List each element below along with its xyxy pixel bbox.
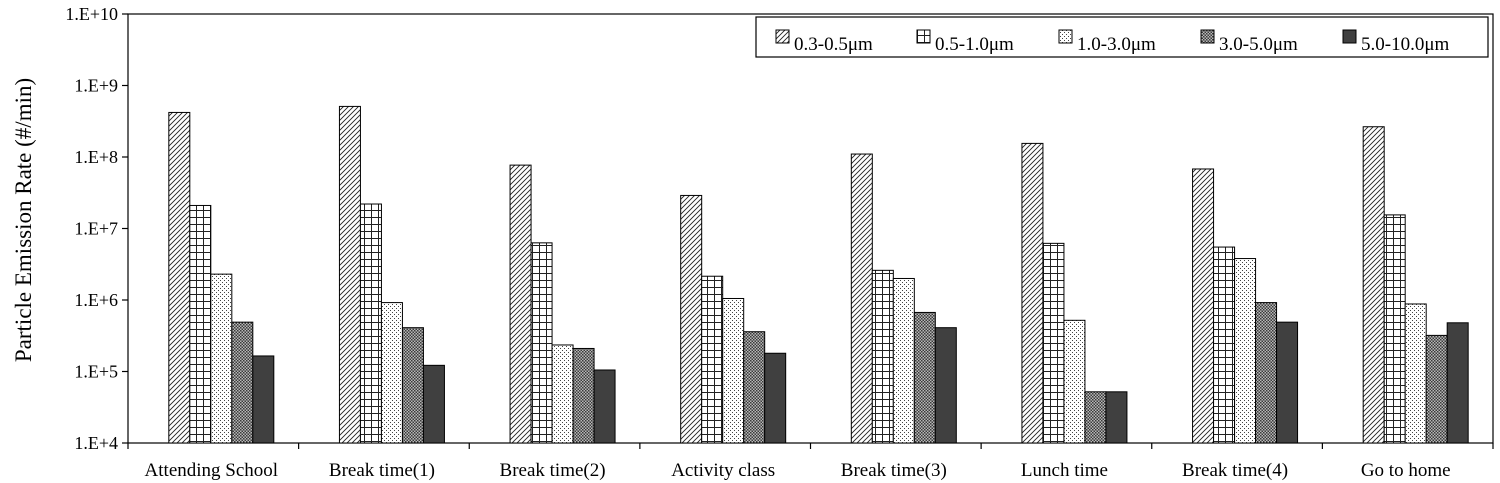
y-tick-label: 1.E+10: [65, 4, 118, 24]
bar: [1383, 214, 1406, 444]
category-label: Activity class: [671, 460, 775, 481]
y-tick-label: 1.E+9: [74, 76, 118, 96]
y-tick-label: 1.E+8: [74, 147, 118, 167]
bar: [380, 302, 403, 444]
bar: [764, 352, 787, 444]
bar: [1404, 303, 1427, 444]
bar: [850, 153, 873, 444]
x-axis-categories: Attending School Break time(1) Break time(…: [127, 443, 1494, 481]
legend-swatch: [1058, 29, 1073, 44]
legend: 0.3-0.5μm 0.5-1.0μm 1.0-3.0μm 3.0-5.0μm 5.0-…: [755, 16, 1489, 58]
legend-swatch: [1200, 29, 1215, 44]
bar: [1063, 319, 1086, 444]
bar: [934, 327, 957, 444]
bar: [252, 355, 275, 444]
legend-swatch: [916, 29, 931, 44]
y-axis-ticks: 1.E+4 1.E+5 1.E+6 1.E+7 1.E+8 1.E+9 1.E+10: [65, 4, 128, 453]
bar: [722, 297, 745, 444]
bar: [593, 369, 616, 444]
bar: [1446, 322, 1469, 444]
legend-entry: 1.0-3.0μm: [1077, 34, 1156, 55]
bar: [572, 347, 595, 444]
bar: [168, 111, 191, 444]
legend-entry: 0.3-0.5μm: [794, 34, 873, 55]
category-label: Break time(4): [1182, 460, 1288, 481]
y-tick-label: 1.E+4: [74, 433, 118, 453]
y-tick-label: 1.E+6: [74, 290, 118, 310]
bar: [422, 364, 445, 444]
bar: [509, 164, 532, 444]
category-label: Lunch time: [1021, 460, 1108, 481]
bar: [1105, 391, 1128, 444]
bar: [1021, 142, 1044, 444]
bar: [701, 275, 724, 444]
legend-swatch: [775, 29, 790, 44]
y-axis-label: Particle Emission Rate (#/min): [11, 78, 36, 362]
category-label: Attending School: [145, 460, 279, 481]
legend-entry: 0.5-1.0μm: [935, 34, 1014, 55]
y-tick-label: 1.E+5: [74, 362, 118, 382]
bar: [680, 194, 703, 444]
bar: [1362, 126, 1385, 444]
bar: [359, 203, 382, 444]
bar: [530, 242, 553, 444]
category-label: Go to home: [1361, 460, 1451, 481]
legend-swatch: [1342, 29, 1357, 44]
bar: [743, 331, 766, 444]
bar: [1255, 302, 1278, 444]
legend-box: [755, 16, 1489, 58]
bar: [1234, 258, 1257, 444]
bar: [1276, 321, 1299, 444]
bar: [210, 273, 233, 444]
bar: [1425, 334, 1448, 444]
bar: [892, 277, 915, 444]
category-label: Break time(2): [500, 460, 606, 481]
category-label: Break time(3): [841, 460, 947, 481]
y-tick-label: 1.E+7: [74, 219, 118, 239]
bar: [231, 321, 254, 444]
bar: [1192, 168, 1215, 444]
bar: [913, 311, 936, 444]
bar: [401, 327, 424, 444]
bar: [338, 105, 361, 444]
bar: [551, 344, 574, 444]
bar: [871, 269, 894, 444]
bar: [1042, 242, 1065, 444]
bar: [1084, 391, 1107, 444]
bar: [1213, 246, 1236, 444]
bar-series: [168, 105, 1469, 444]
legend-entry: 3.0-5.0μm: [1219, 34, 1298, 55]
bar: [189, 204, 212, 444]
category-label: Break time(1): [329, 460, 435, 481]
legend-entry: 5.0-10.0μm: [1361, 34, 1450, 55]
